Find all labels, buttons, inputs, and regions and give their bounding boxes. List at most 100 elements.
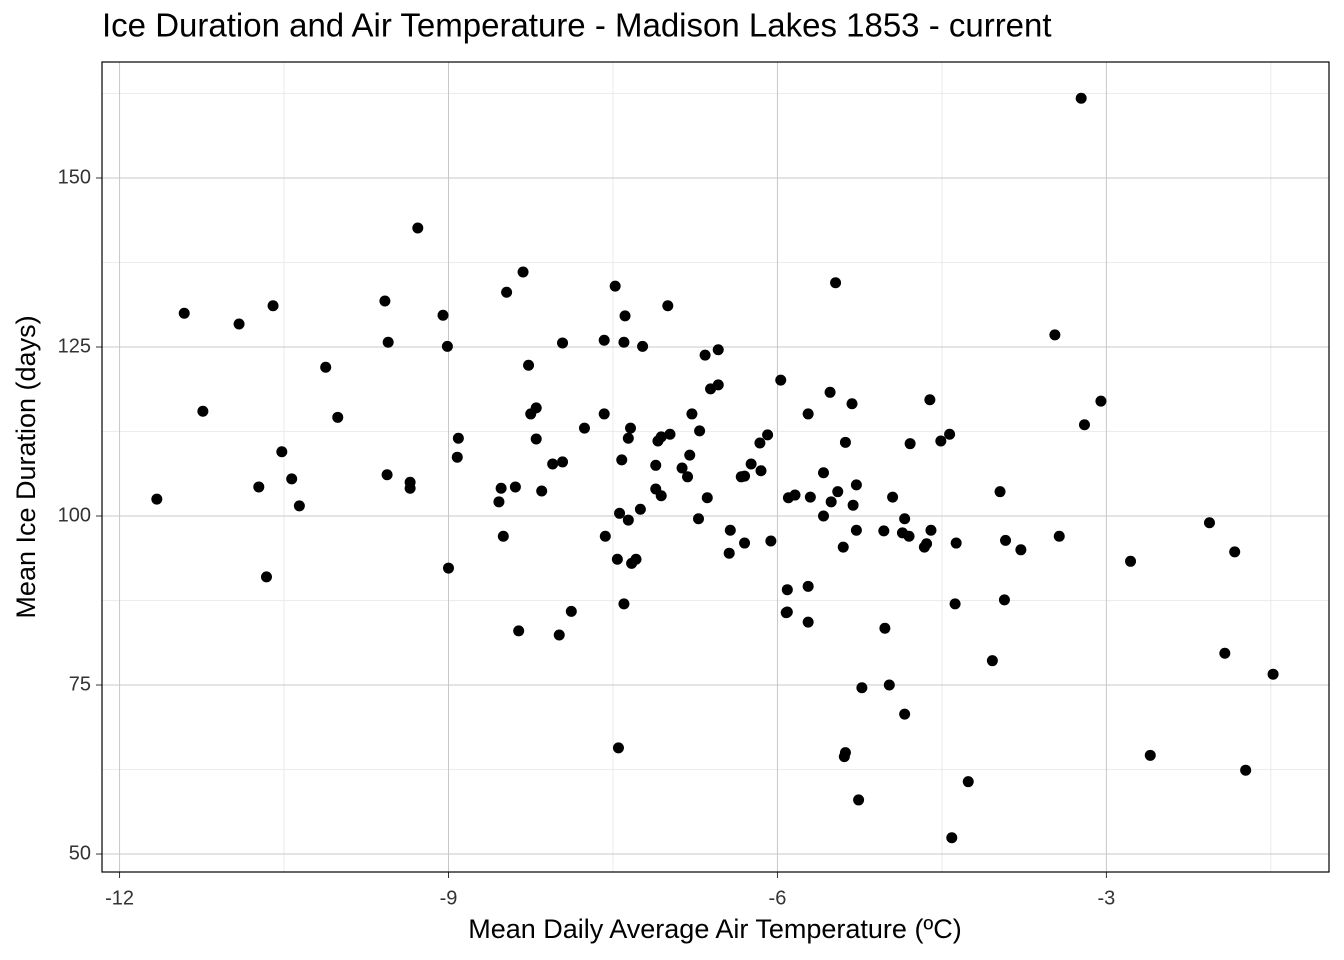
- point: [682, 471, 694, 483]
- point: [442, 562, 454, 574]
- point: [441, 340, 453, 352]
- point: [530, 433, 542, 445]
- point: [557, 456, 569, 468]
- point: [497, 530, 509, 542]
- point: [847, 499, 859, 511]
- chart-title: Ice Duration and Air Temperature - Madis…: [102, 7, 1052, 44]
- point: [276, 446, 288, 458]
- point: [745, 458, 757, 470]
- point: [878, 525, 890, 537]
- point: [655, 431, 667, 443]
- point: [693, 513, 705, 525]
- point: [837, 541, 849, 553]
- point: [1049, 329, 1061, 341]
- point: [994, 486, 1006, 498]
- point: [599, 530, 611, 542]
- point: [944, 428, 956, 440]
- y-tick-label: 125: [58, 335, 91, 357]
- point: [1229, 546, 1241, 558]
- point: [925, 524, 937, 536]
- point: [838, 751, 850, 763]
- point: [712, 379, 724, 391]
- point: [846, 398, 858, 410]
- point: [630, 553, 642, 565]
- point: [404, 482, 416, 494]
- point: [1053, 530, 1065, 542]
- point: [151, 493, 163, 505]
- point: [609, 280, 621, 292]
- point: [802, 580, 814, 592]
- point: [903, 530, 915, 542]
- point: [818, 510, 830, 522]
- point: [650, 459, 662, 471]
- x-tick-label: -3: [1098, 887, 1116, 909]
- plot-border: [101, 61, 1330, 873]
- point: [839, 436, 851, 448]
- point: [616, 454, 628, 466]
- point: [686, 408, 698, 420]
- point: [775, 374, 787, 386]
- point: [611, 553, 623, 565]
- point: [694, 425, 706, 437]
- x-tick-label: -9: [440, 887, 458, 909]
- y-tick-label: 75: [69, 673, 91, 695]
- point: [619, 310, 631, 322]
- point: [233, 318, 245, 330]
- point: [879, 622, 891, 634]
- point: [293, 500, 305, 512]
- x-tick-label: -6: [769, 887, 787, 909]
- point: [517, 266, 529, 278]
- point: [332, 411, 344, 423]
- point: [437, 309, 449, 321]
- point: [887, 491, 899, 503]
- point: [509, 481, 521, 493]
- point: [379, 295, 391, 307]
- point: [739, 537, 751, 549]
- point: [622, 432, 634, 444]
- point: [501, 286, 513, 298]
- point: [1203, 517, 1215, 529]
- y-axis-title: Mean Ice Duration (days): [11, 315, 41, 618]
- point: [755, 465, 767, 477]
- point: [850, 479, 862, 491]
- point: [253, 481, 265, 493]
- point: [924, 394, 936, 406]
- point: [382, 336, 394, 348]
- point: [699, 349, 711, 361]
- point: [684, 449, 696, 461]
- point: [802, 408, 814, 420]
- point: [949, 598, 961, 610]
- point: [578, 422, 590, 434]
- point: [513, 625, 525, 637]
- point: [625, 422, 637, 434]
- point: [197, 405, 209, 417]
- point: [899, 513, 911, 525]
- point: [536, 485, 548, 497]
- point: [622, 514, 634, 526]
- point: [618, 598, 630, 610]
- point: [618, 336, 630, 348]
- point: [998, 594, 1010, 606]
- point: [286, 473, 298, 485]
- point: [850, 524, 862, 536]
- point: [612, 742, 624, 754]
- point: [935, 435, 947, 447]
- point: [1000, 534, 1012, 546]
- point: [818, 467, 830, 479]
- point: [723, 547, 735, 559]
- point: [412, 222, 424, 234]
- point: [637, 340, 649, 352]
- point: [452, 432, 464, 444]
- point: [856, 682, 868, 694]
- point: [832, 486, 844, 498]
- x-axis-title: Mean Daily Average Air Temperature (ºC): [468, 914, 962, 944]
- point: [495, 482, 507, 494]
- point: [523, 359, 535, 371]
- point: [553, 629, 565, 641]
- point: [781, 584, 793, 596]
- point: [614, 507, 626, 519]
- point: [547, 458, 559, 470]
- point: [557, 337, 569, 349]
- y-tick-label: 50: [69, 842, 91, 864]
